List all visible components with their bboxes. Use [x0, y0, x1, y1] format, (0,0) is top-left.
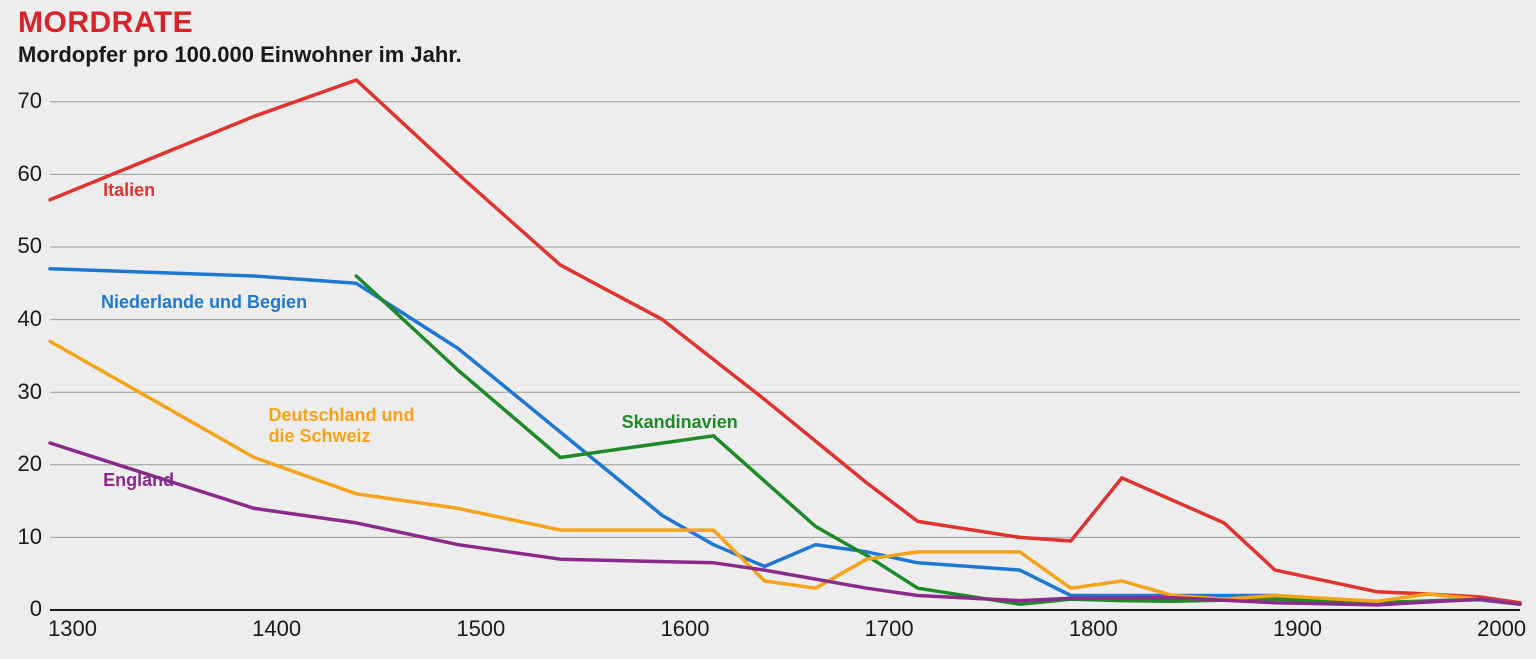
y-tick-label: 20: [18, 451, 42, 477]
series-label-scand: Skandinavien: [622, 412, 738, 433]
x-tick-label: 1500: [456, 616, 505, 642]
x-tick-label: 1600: [661, 616, 710, 642]
y-tick-label: 30: [18, 379, 42, 405]
x-tick-label: 1900: [1273, 616, 1322, 642]
series-england: [50, 443, 1520, 605]
x-tick-label: 1300: [48, 616, 97, 642]
series-label-italy: Italien: [103, 180, 155, 201]
series-label-nl_be: Niederlande und Begien: [101, 292, 307, 313]
chart-container: MORDRATE Mordopfer pro 100.000 Einwohner…: [0, 0, 1536, 659]
series-italy: [50, 80, 1520, 603]
y-tick-label: 50: [18, 233, 42, 259]
y-tick-label: 0: [30, 596, 42, 622]
y-tick-label: 70: [18, 88, 42, 114]
series-label-england: England: [103, 470, 174, 491]
x-tick-label: 1400: [252, 616, 301, 642]
x-tick-label: 2000: [1477, 616, 1526, 642]
chart-svg: [0, 0, 1536, 659]
x-tick-label: 1800: [1069, 616, 1118, 642]
x-tick-label: 1700: [865, 616, 914, 642]
series-label-de_ch: Deutschland und die Schweiz: [268, 405, 414, 447]
series-de_ch: [50, 341, 1520, 604]
y-tick-label: 40: [18, 306, 42, 332]
y-tick-label: 60: [18, 161, 42, 187]
y-tick-label: 10: [18, 524, 42, 550]
